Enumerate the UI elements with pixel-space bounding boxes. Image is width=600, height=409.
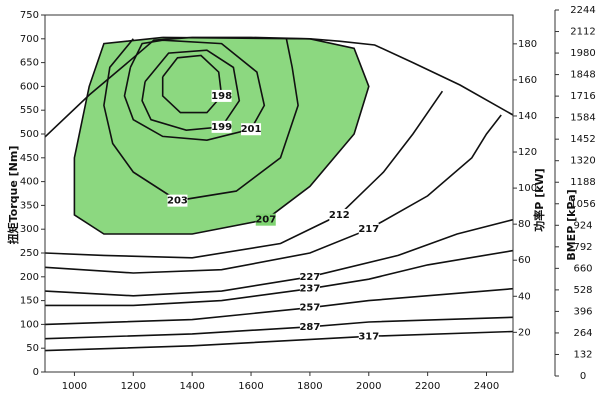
y2-tick-label: 40 xyxy=(518,291,531,302)
contour-label: 217 xyxy=(358,224,379,235)
y3-tick-label: 1716 xyxy=(570,91,595,102)
contour-label: 257 xyxy=(299,303,320,314)
contour-line xyxy=(44,330,514,352)
contour-label: 198 xyxy=(211,91,232,102)
y-tick-label: 600 xyxy=(20,81,39,92)
y2-tick-label: 100 xyxy=(518,183,537,194)
x-tick-label: 1000 xyxy=(62,381,87,392)
y3-tick-label: 2244 xyxy=(570,5,595,16)
contour-label: 199 xyxy=(211,122,232,133)
contour-label-bg xyxy=(358,223,379,236)
y3-tick-label: 264 xyxy=(573,328,592,339)
contour-label-bg xyxy=(299,270,320,283)
contour-label-bg xyxy=(329,208,350,221)
y3-tick-label: 1056 xyxy=(570,199,595,210)
y2-tick-label: 160 xyxy=(518,75,537,86)
y3-tick-label: 660 xyxy=(573,263,592,274)
y3-axis-title: BMEP [kPa] xyxy=(565,189,578,260)
x-tick-label: 2200 xyxy=(415,381,440,392)
contour-label-bg xyxy=(358,330,379,343)
contour-label: 212 xyxy=(329,210,350,221)
y3-tick-label: 132 xyxy=(573,349,592,360)
contour-label-bg xyxy=(167,194,188,207)
y-tick-label: 750 xyxy=(20,10,39,21)
x-tick-label: 1400 xyxy=(179,381,204,392)
x-tick-label: 1600 xyxy=(238,381,263,392)
y3-tick-label: 2112 xyxy=(570,27,595,38)
y3-tick-label: 792 xyxy=(573,242,592,253)
y3-tick-label: 1584 xyxy=(570,113,595,124)
y-tick-label: 50 xyxy=(26,343,39,354)
x-tick-label: 1800 xyxy=(297,381,322,392)
y-tick-label: 100 xyxy=(20,319,39,330)
y-tick-label: 450 xyxy=(20,153,39,164)
full-load-line xyxy=(44,36,514,138)
contour-label-bg xyxy=(299,282,320,295)
x-tick-label: 2000 xyxy=(356,381,381,392)
y-tick-label: 550 xyxy=(20,105,39,116)
y3-tick-label: 528 xyxy=(573,285,592,296)
y-tick-label: 300 xyxy=(20,224,39,235)
y-tick-label: 150 xyxy=(20,296,39,307)
plot-frame xyxy=(44,14,514,373)
y-tick-label: 400 xyxy=(20,177,39,188)
x-tick-label: 2400 xyxy=(474,381,499,392)
contour-label: 237 xyxy=(299,284,320,295)
y2-tick-label: 180 xyxy=(518,39,537,50)
y3-tick-label: 924 xyxy=(573,220,592,231)
contour-label-bg xyxy=(255,213,276,226)
y3-tick-label: 0 xyxy=(580,371,586,382)
y3-tick-label: 1848 xyxy=(570,70,595,81)
y-tick-label: 200 xyxy=(20,272,39,283)
y2-tick-label: 140 xyxy=(518,111,537,122)
y3-tick-label: 1188 xyxy=(570,177,595,188)
contour-label: 287 xyxy=(299,322,320,333)
contour-label: 201 xyxy=(241,124,262,135)
contour-label-bg xyxy=(211,89,232,102)
contour-line xyxy=(141,49,241,132)
y-tick-label: 250 xyxy=(20,248,39,259)
y3-tick-label: 1980 xyxy=(570,48,595,59)
contour-region xyxy=(74,37,369,235)
contour-label-bg xyxy=(211,120,232,133)
contour-line xyxy=(44,316,514,340)
y2-tick-label: 80 xyxy=(518,219,531,230)
x-tick-label: 1200 xyxy=(121,381,146,392)
contour-label: 203 xyxy=(167,196,188,207)
y-tick-label: 500 xyxy=(20,129,39,140)
y2-tick-label: 60 xyxy=(518,255,531,266)
y2-tick-label: 120 xyxy=(518,147,537,158)
contour-label-bg xyxy=(241,123,262,136)
contour-line xyxy=(123,39,266,142)
contour-line xyxy=(44,90,444,259)
y-tick-label: 650 xyxy=(20,58,39,69)
contour-label-bg xyxy=(299,320,320,333)
y3-tick-label: 396 xyxy=(573,306,592,317)
y-tick-label: 0 xyxy=(33,367,39,378)
y-tick-label: 700 xyxy=(20,34,39,45)
contour-label: 317 xyxy=(358,331,379,342)
y3-tick-label: 1452 xyxy=(570,134,595,145)
y-axis-title: 扭矩Torque [Nm] xyxy=(6,146,20,245)
y2-axis-title: 功率P [kW] xyxy=(532,168,546,231)
y-tick-label: 350 xyxy=(20,200,39,211)
contour-label: 207 xyxy=(255,215,276,226)
y2-tick-label: 20 xyxy=(518,327,531,338)
y3-tick-label: 1320 xyxy=(570,156,595,167)
contour-label: 227 xyxy=(299,272,320,283)
contour-label-bg xyxy=(299,301,320,314)
